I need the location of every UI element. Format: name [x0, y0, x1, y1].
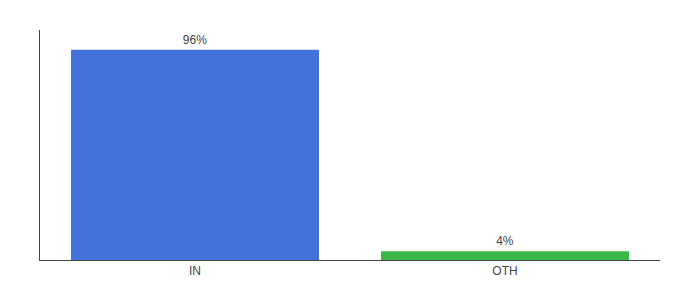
svg-text:IN: IN: [189, 264, 201, 278]
svg-text:4%: 4%: [496, 234, 514, 248]
svg-text:OTH: OTH: [492, 264, 517, 278]
svg-text:96%: 96%: [183, 33, 207, 47]
